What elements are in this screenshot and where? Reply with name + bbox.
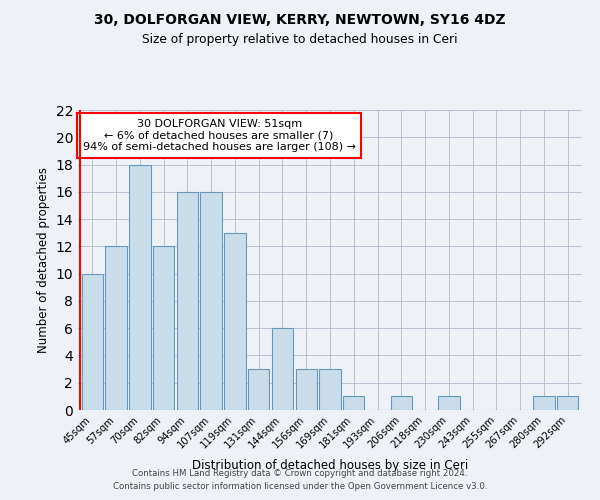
Text: 30 DOLFORGAN VIEW: 51sqm
← 6% of detached houses are smaller (7)
94% of semi-det: 30 DOLFORGAN VIEW: 51sqm ← 6% of detache… [83,119,356,152]
Bar [200,192,222,410]
Bar [343,396,364,410]
Bar [319,369,341,410]
Y-axis label: Number of detached properties: Number of detached properties [37,167,50,353]
Bar [224,232,245,410]
Text: Contains public sector information licensed under the Open Government Licence v3: Contains public sector information licen… [113,482,487,491]
Bar [557,396,578,410]
Bar [82,274,103,410]
Text: Contains HM Land Registry data © Crown copyright and database right 2024.: Contains HM Land Registry data © Crown c… [132,468,468,477]
Bar [153,246,174,410]
Bar [248,369,269,410]
Bar [176,192,198,410]
Text: 30, DOLFORGAN VIEW, KERRY, NEWTOWN, SY16 4DZ: 30, DOLFORGAN VIEW, KERRY, NEWTOWN, SY16… [94,12,506,26]
Bar [296,369,317,410]
Text: Size of property relative to detached houses in Ceri: Size of property relative to detached ho… [142,32,458,46]
Bar [106,246,127,410]
Bar [438,396,460,410]
X-axis label: Distribution of detached houses by size in Ceri: Distribution of detached houses by size … [192,459,468,472]
Bar [129,164,151,410]
Bar [533,396,554,410]
Bar [391,396,412,410]
Bar [272,328,293,410]
